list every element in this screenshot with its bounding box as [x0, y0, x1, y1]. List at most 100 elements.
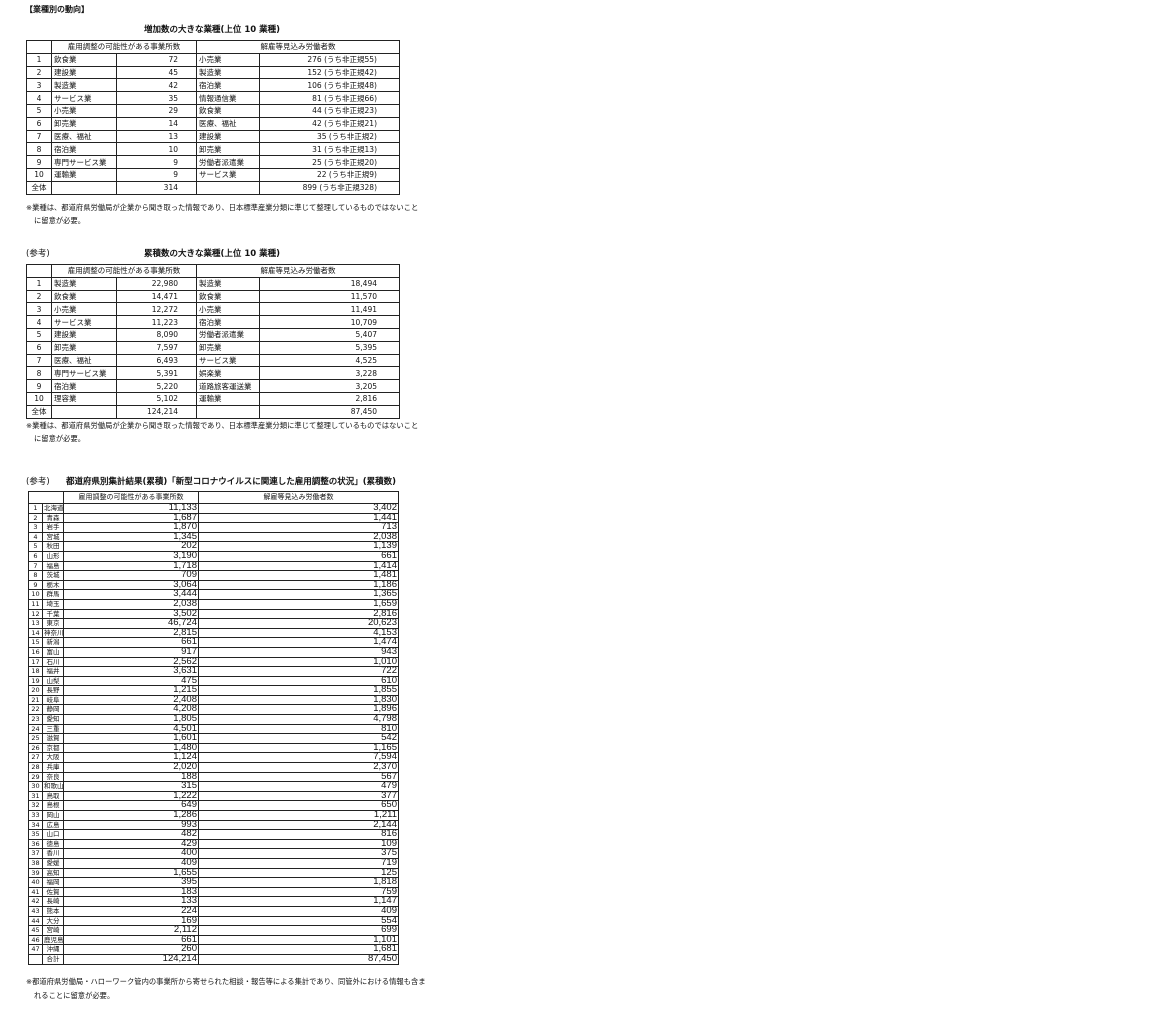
prefecture-cell: 千葉	[42, 608, 64, 620]
workers-cell: 375	[198, 848, 399, 859]
number-cell: 46	[28, 934, 43, 946]
prefecture-cell: 福島	[42, 560, 64, 572]
number-cell: 43	[28, 905, 43, 917]
rank-cell: 6	[26, 116, 52, 131]
workers-cell: 152 (うち非正規42)	[259, 65, 400, 80]
workers-cell: 276 (うち非正規55)	[259, 52, 400, 67]
industry-cell: 運輸業	[51, 167, 117, 182]
establishments-cell: 3,190	[63, 550, 199, 562]
total-label: 全体	[26, 404, 52, 419]
number-cell: 12	[28, 608, 43, 620]
table-row: 43 熊本 224 409	[28, 905, 399, 917]
table-row: 4 サービス業 35 情報通信業 81 (うち非正規66)	[26, 91, 400, 105]
table-row: 35 山口 482 816	[28, 829, 399, 840]
table1-note-line2: に留意が必要。	[34, 216, 86, 225]
total-label: 合計	[42, 953, 64, 965]
number-cell: 20	[28, 685, 43, 696]
workers-cell: 1,896	[198, 704, 399, 716]
number-cell: 19	[28, 675, 43, 687]
prefecture-cell: 山梨	[42, 675, 64, 687]
header-workers: 解雇等見込み労働者数	[198, 491, 399, 504]
table-row: 5 小売業 29 飲食業 44 (うち非正規23)	[26, 103, 400, 118]
prefecture-cell: 群馬	[42, 589, 64, 600]
industry-cell: 製造業	[196, 65, 260, 80]
establishments-cell: 2,020	[63, 762, 199, 773]
establishments-cell: 661	[63, 637, 199, 648]
prefecture-cell: 富山	[42, 646, 64, 658]
prefecture-cell: 長野	[42, 685, 64, 696]
workers-cell: 4,525	[259, 353, 400, 368]
workers-cell: 1,365	[198, 589, 399, 600]
workers-cell: 1,147	[198, 896, 399, 907]
empty-cell	[196, 404, 260, 419]
number-cell: 26	[28, 742, 43, 754]
industry-cell: 専門サービス業	[51, 155, 117, 169]
establishments-cell: 1,124	[63, 752, 199, 764]
empty-cell	[196, 180, 260, 195]
workers-cell: 713	[198, 522, 399, 533]
establishments-cell: 45	[116, 65, 197, 80]
establishments-cell: 133	[63, 896, 199, 907]
industry-cell: サービス業	[196, 353, 260, 368]
industry-cell: 宿泊業	[51, 142, 117, 157]
table2-body: 雇用調整の可能性がある事業所数 解雇等見込み労働者数 1 製造業 22,980 製造業…	[26, 264, 400, 419]
establishments-cell: 429	[63, 838, 199, 850]
industry-cell: 飲食業	[196, 289, 260, 304]
header-blank	[28, 491, 64, 504]
workers-cell: 3,402	[198, 503, 399, 514]
prefecture-cell: 徳島	[42, 838, 64, 850]
establishments-cell: 29	[116, 103, 197, 118]
workers-cell: 542	[198, 733, 399, 744]
prefecture-cell: 静岡	[42, 704, 64, 716]
table2-note-line1: ※業種は、都道府県労働局が企業から聞き取った情報であり、日本標準産業分類に準じて…	[26, 421, 419, 430]
industry-cell: 宿泊業	[51, 379, 117, 393]
workers-cell: 22 (うち非正規9)	[259, 167, 400, 182]
table-row: 6 卸売業 7,597 卸売業 5,395	[26, 340, 400, 355]
table-row: 40 福岡 395 1,818	[28, 877, 399, 888]
establishments-cell: 11,133	[63, 503, 199, 514]
rank-cell: 7	[26, 353, 52, 368]
workers-cell: 1,139	[198, 541, 399, 552]
industry-cell: 医療、福祉	[196, 116, 260, 131]
establishments-cell: 4,501	[63, 723, 199, 735]
number-cell: 38	[28, 857, 43, 869]
workers-cell: 719	[198, 857, 399, 869]
establishments-cell: 42	[116, 78, 197, 93]
number-cell: 41	[28, 886, 43, 898]
prefecture-cell: 奈良	[42, 771, 64, 783]
workers-cell: 722	[198, 666, 399, 677]
industry-cell: 製造業	[51, 78, 117, 93]
workers-cell: 759	[198, 886, 399, 898]
prefecture-cell: 鹿児島	[42, 934, 64, 946]
table-header-row: 雇用調整の可能性がある事業所数 解雇等見込み労働者数	[26, 40, 400, 54]
workers-cell: 2,816	[259, 391, 400, 406]
top10-cumulative-table: 雇用調整の可能性がある事業所数 解雇等見込み労働者数 1 製造業 22,980 製造業…	[26, 264, 400, 419]
table-row: 20 長野 1,215 1,855	[28, 685, 399, 696]
establishments-cell: 4,208	[63, 704, 199, 716]
establishments-cell: 1,718	[63, 560, 199, 572]
table-row: 29 奈良 188 567	[28, 771, 399, 783]
industry-cell: 小売業	[196, 52, 260, 67]
prefecture-cell: 新潟	[42, 637, 64, 648]
table-row: 10 運輸業 9 サービス業 22 (うち非正規9)	[26, 167, 400, 182]
establishments-cell: 1,805	[63, 714, 199, 725]
table-row: 4 宮城 1,345 2,038	[28, 531, 399, 543]
workers-cell: 109	[198, 838, 399, 850]
table-row: 24 三重 4,501 810	[28, 723, 399, 735]
table-row: 23 愛知 1,805 4,798	[28, 714, 399, 725]
establishments-cell: 1,687	[63, 512, 199, 524]
table-row: 10 群馬 3,444 1,365	[28, 589, 399, 600]
workers-cell: 4,153	[198, 627, 399, 639]
establishments-cell: 1,601	[63, 733, 199, 744]
industry-cell: 飲食業	[51, 52, 117, 67]
workers-cell: 816	[198, 829, 399, 840]
number-cell: 1	[28, 503, 43, 514]
header-blank	[26, 40, 52, 54]
table-header-row: 雇用調整の可能性がある事業所数 解雇等見込み労働者数	[28, 491, 399, 504]
number-cell: 10	[28, 589, 43, 600]
industry-cell: 建設業	[51, 65, 117, 80]
workers-cell: 1,165	[198, 742, 399, 754]
table-row: 17 石川 2,562 1,010	[28, 656, 399, 668]
table2-ref-label: (参考)	[26, 249, 50, 259]
establishments-cell: 3,502	[63, 608, 199, 620]
